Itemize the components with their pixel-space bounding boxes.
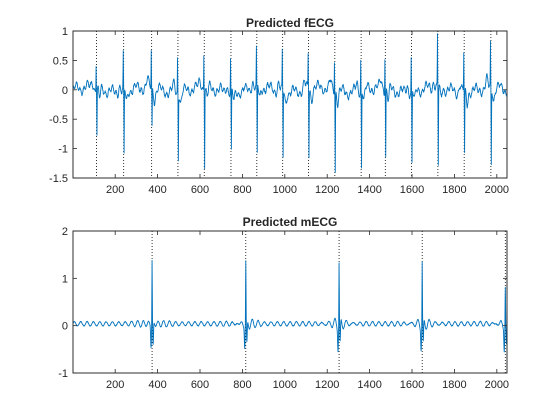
mecg-title: Predicted mECG: [243, 215, 338, 229]
fecg-y-tick-label: -1: [58, 144, 68, 156]
mecg-x-tick-label: 1800: [442, 379, 466, 391]
fecg-x-tick-label: 600: [191, 184, 209, 196]
mecg-y-tick-label: -1: [58, 368, 68, 380]
mecg-x-tick-label: 2000: [485, 379, 509, 391]
fecg-plot-area: [72, 30, 508, 179]
fecg-x-tick-label: 2000: [485, 184, 509, 196]
mecg-axes: 200 400 600 800 1000 1200 1400 1600 1800 2000 -1 0…: [58, 215, 509, 391]
mecg-signal-line: [72, 259, 508, 353]
mecg-x-tick-label: 1200: [315, 379, 339, 391]
fecg-signal-line: [72, 33, 508, 173]
fecg-series: [72, 33, 508, 173]
fecg-title: Predicted fECG: [246, 16, 334, 30]
mecg-x-tick-label: 200: [106, 379, 124, 391]
mecg-x-tick-label: 400: [148, 379, 166, 391]
mecg-x-axis: 200 400 600 800 1000 1200 1400 1600 1800 2000: [106, 231, 509, 391]
mecg-y-tick-label: 1: [62, 273, 68, 285]
fecg-y-tick-label: 0: [62, 85, 68, 97]
mecg-axes-frame: [72, 230, 508, 374]
mecg-y-tick-label: 2: [62, 226, 68, 238]
fecg-axes: 200 400 600 800 1000 1200 1400 1600 1800 2000 -1.…: [49, 16, 509, 196]
fecg-x-tick-label: 1200: [315, 184, 339, 196]
fecg-axes-frame: [72, 30, 508, 179]
fecg-x-tick-label: 1400: [357, 184, 381, 196]
fecg-x-tick-label: 1000: [273, 184, 297, 196]
mecg-x-tick-label: 1400: [357, 379, 381, 391]
fecg-x-tick-label: 1800: [442, 184, 466, 196]
mecg-x-tick-label: 1000: [273, 379, 297, 391]
fecg-y-tick-label: -0.5: [49, 114, 68, 126]
mecg-plot-area: [72, 230, 508, 374]
fecg-y-tick-label: 1: [62, 26, 68, 38]
fecg-y-tick-label: -1.5: [49, 173, 68, 185]
mecg-series: [72, 259, 508, 353]
fecg-y-tick-label: 0.5: [53, 55, 68, 67]
fecg-x-tick-label: 200: [106, 184, 124, 196]
fecg-x-tick-label: 800: [233, 184, 251, 196]
fecg-x-axis: 200 400 600 800 1000 1200 1400 1600 1800 2000: [106, 31, 509, 196]
fecg-x-tick-label: 400: [148, 184, 166, 196]
mecg-x-tick-label: 600: [191, 379, 209, 391]
mecg-x-tick-label: 800: [233, 379, 251, 391]
mecg-x-tick-label: 1600: [400, 379, 424, 391]
fecg-x-tick-label: 1600: [400, 184, 424, 196]
mecg-y-tick-label: 0: [62, 321, 68, 333]
